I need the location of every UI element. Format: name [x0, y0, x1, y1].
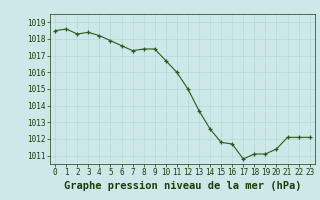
X-axis label: Graphe pression niveau de la mer (hPa): Graphe pression niveau de la mer (hPa) [64, 181, 301, 191]
